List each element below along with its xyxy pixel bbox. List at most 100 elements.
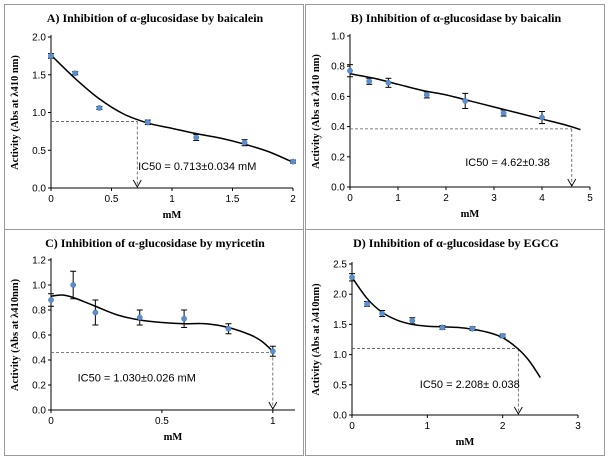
data-point	[92, 309, 99, 316]
chart-b: B) Inhibition of α-glucosidase by baical…	[311, 11, 593, 220]
x-tick-label: 1	[395, 193, 401, 204]
x-tick-label: 0	[48, 194, 54, 205]
trend-line	[50, 294, 274, 352]
y-tick-label: 0.0	[32, 406, 46, 417]
chart-panel-b: B) Inhibition of α-glucosidase by baical…	[305, 4, 605, 231]
x-tick-label: 2	[443, 193, 449, 204]
y-tick-label: 1.5	[32, 70, 46, 81]
y-tick-label: 0.5	[32, 146, 46, 157]
ic50-annotation: IC50 = 0.713±0.034 mM	[138, 161, 256, 173]
x-tick-label: 0	[347, 193, 353, 204]
y-tick-label: 1.0	[32, 108, 46, 119]
data-point	[385, 79, 392, 86]
x-tick-label: 3	[575, 421, 581, 432]
x-tick-label: 4	[539, 193, 545, 204]
data-point	[462, 98, 469, 104]
x-axis-label: mM	[163, 210, 182, 221]
data-point	[379, 310, 385, 317]
y-axis-label: Activity (Abs at λ410 nm)	[10, 55, 21, 170]
y-tick-label: 0.0	[32, 184, 46, 195]
data-point	[500, 110, 507, 116]
y-tick-label: 0.4	[32, 356, 46, 367]
x-axis-label: mM	[461, 209, 480, 220]
y-tick-label: 0.8	[32, 306, 46, 317]
y-tick-label: 1.0	[333, 350, 347, 361]
ic50-annotation: IC50 = 4.62±0.38	[465, 157, 550, 169]
x-axis-label: mM	[164, 432, 183, 443]
data-point	[347, 67, 353, 74]
y-tick-label: 0.0	[331, 183, 345, 194]
x-tick-label: 0	[48, 416, 54, 427]
ic50-arrowhead	[567, 178, 577, 187]
y-tick-label: 1.0	[32, 281, 46, 292]
ic50-annotation: IC50 = 2.208± 0.038	[420, 379, 520, 391]
y-axis-label: Activity (Abs at λ410nm)	[10, 278, 21, 391]
data-point	[439, 324, 446, 331]
ic50-arrowhead	[513, 406, 523, 415]
x-tick-label: 2	[500, 421, 506, 432]
data-point	[48, 297, 54, 303]
y-axis-label: Activity (Abs at λ410nm)	[311, 283, 322, 396]
y-tick-label: 2.0	[32, 33, 46, 44]
data-point	[181, 315, 187, 322]
data-point	[241, 139, 248, 146]
y-tick-label: 1.2	[32, 256, 46, 267]
y-tick-label: 0.8	[331, 62, 345, 73]
chart-d: D) Inhibition of α-glucosidase by EGCG 0.…	[311, 236, 581, 448]
data-point	[96, 105, 103, 111]
y-tick-label: 2.5	[333, 260, 347, 271]
data-point	[290, 158, 296, 165]
chart-panel-d: D) Inhibition of α-glucosidase by EGCG 0.…	[305, 229, 605, 456]
x-tick-label: 2	[290, 194, 296, 205]
chart-c: C) Inhibition of α-glucosidase by myrice…	[10, 236, 295, 443]
data-point	[364, 301, 370, 307]
data-point	[539, 114, 545, 121]
data-point	[469, 325, 476, 332]
x-tick-label: 0.5	[155, 416, 169, 427]
chart-title: C) Inhibition of α-glucosidase by myrice…	[45, 236, 265, 250]
data-point	[409, 317, 416, 324]
data-point	[269, 348, 276, 355]
y-tick-label: 0.2	[331, 152, 345, 163]
data-point	[193, 134, 200, 141]
data-point	[366, 78, 373, 85]
x-tick-label: 1.5	[226, 194, 240, 205]
data-point	[423, 92, 430, 98]
x-tick-label: 0.5	[105, 194, 119, 205]
y-tick-label: 0.6	[32, 331, 46, 342]
x-tick-label: 1	[270, 416, 276, 427]
data-point	[499, 333, 506, 339]
chart-title: D) Inhibition of α-glucosidase by EGCG	[353, 236, 559, 250]
x-tick-label: 3	[491, 193, 497, 204]
y-tick-label: 0.6	[331, 92, 345, 103]
data-point	[144, 119, 151, 126]
data-point	[225, 325, 232, 332]
x-axis-label: mM	[456, 437, 475, 448]
data-point	[70, 282, 77, 288]
y-tick-label: 0.2	[32, 381, 46, 392]
y-axis-label: Activity (Abs at λ410 nm)	[311, 54, 322, 169]
data-point	[72, 70, 79, 77]
trend-line	[50, 54, 294, 164]
x-tick-label: 5	[587, 193, 593, 204]
data-point	[349, 274, 355, 281]
x-tick-label: 0	[349, 421, 355, 432]
x-tick-label: 1	[169, 194, 175, 205]
chart-a: A) Inhibition of α-glucosidase by baical…	[10, 11, 296, 221]
ic50-arrowhead	[268, 401, 278, 410]
ic50-arrowhead	[132, 179, 142, 188]
y-tick-label: 1.5	[333, 320, 347, 331]
y-tick-label: 0.5	[333, 380, 347, 391]
chart-panel-a: A) Inhibition of α-glucosidase by baical…	[4, 4, 304, 231]
data-point	[136, 314, 143, 321]
y-tick-label: 0.0	[333, 411, 347, 422]
chart-title: A) Inhibition of α-glucosidase by baical…	[47, 11, 264, 25]
y-tick-label: 0.4	[331, 122, 345, 133]
y-tick-label: 1.0	[331, 32, 345, 43]
chart-title: B) Inhibition of α-glucosidase by baical…	[351, 11, 562, 25]
ic50-annotation: IC50 = 1.030±0.026 mM	[78, 372, 196, 384]
chart-panel-c: C) Inhibition of α-glucosidase by myrice…	[4, 229, 304, 456]
trend-line	[351, 276, 541, 378]
data-point	[48, 53, 54, 59]
y-tick-label: 2.0	[333, 290, 347, 301]
